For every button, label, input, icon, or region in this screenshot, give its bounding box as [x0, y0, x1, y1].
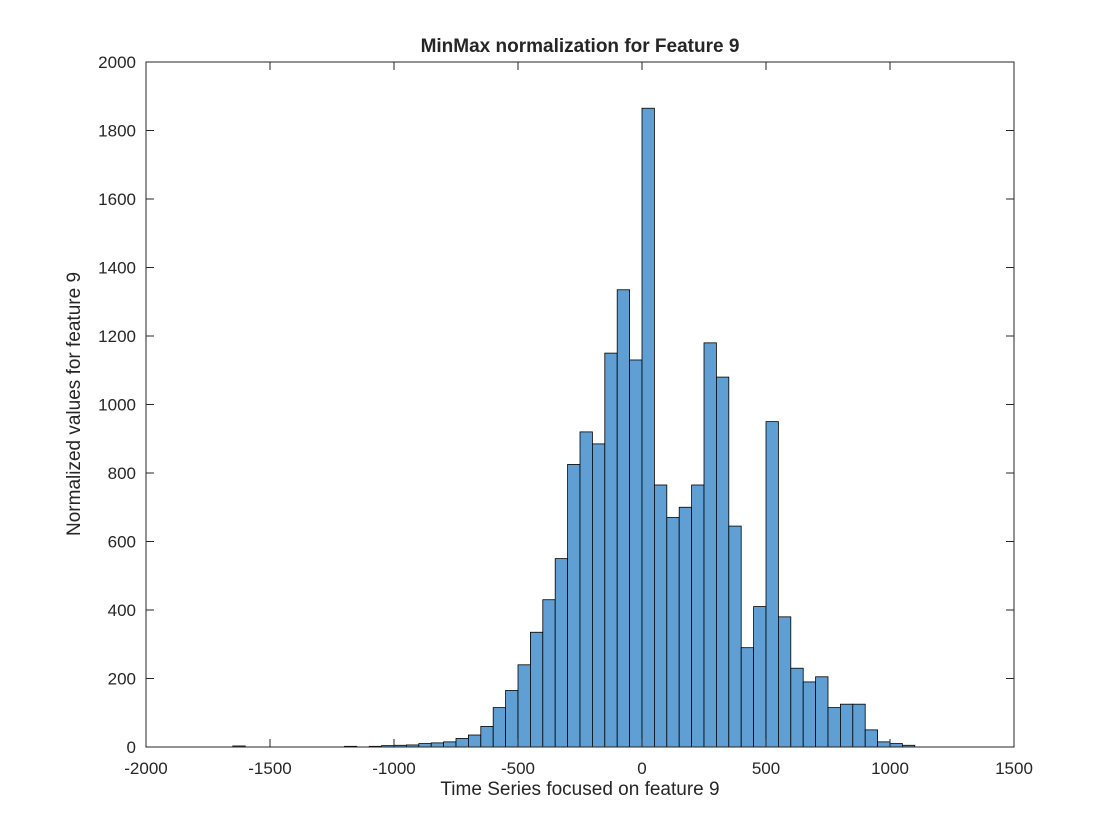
y-axis-ticks: 0 200 400 600 800 1000 1200 1400 1600 1800 2000 — [98, 53, 1014, 757]
histogram-bar-10 — [467, 734, 482, 748]
histogram-bar-13 — [505, 690, 519, 748]
y-tick-label: 1200 — [98, 327, 136, 346]
x-tick-label: -1500 — [248, 759, 291, 778]
y-tick-label: 1800 — [98, 122, 136, 141]
histogram-bar-8 — [443, 741, 457, 748]
histogram-bar-43 — [877, 741, 891, 748]
histogram-bar-19 — [579, 431, 593, 748]
histogram-bar-17 — [554, 558, 569, 748]
histogram-bar-16 — [542, 599, 556, 748]
histogram-bar-21 — [604, 352, 618, 748]
histogram-bar-44 — [889, 743, 903, 748]
histogram-bar-29 — [703, 342, 717, 748]
x-tick-label: -2000 — [124, 759, 167, 778]
y-tick-label: 2000 — [98, 53, 136, 72]
histogram-bar-31 — [728, 525, 742, 748]
histogram-bar-27 — [678, 506, 693, 748]
histogram-bar-30 — [716, 376, 730, 748]
x-tick-label: 500 — [752, 759, 780, 778]
histogram-bar-12 — [492, 707, 507, 748]
histogram-bar-41 — [852, 703, 866, 748]
histogram-bar-40 — [840, 703, 854, 748]
y-tick-label: 1600 — [98, 190, 136, 209]
histogram-bar-15 — [530, 631, 544, 748]
x-tick-label: 1000 — [871, 759, 909, 778]
y-axis-label: Normalized values for feature 9 — [64, 272, 85, 536]
x-tick-label: 1500 — [995, 759, 1033, 778]
y-tick-label: 0 — [127, 738, 136, 757]
bars-group — [232, 107, 916, 748]
histogram-bar-11 — [480, 726, 494, 748]
histogram-bar-24 — [641, 107, 655, 748]
histogram-bar-26 — [666, 517, 680, 748]
y-tick-label: 600 — [108, 533, 136, 552]
histogram-bar-36 — [790, 667, 804, 748]
x-tick-label: 0 — [637, 759, 646, 778]
histogram-bar-33 — [753, 606, 767, 748]
y-tick-label: 1000 — [98, 396, 136, 415]
y-tick-label: 200 — [108, 670, 136, 689]
y-tick-label: 1400 — [98, 259, 136, 278]
x-axis-ticks: -2000 -1500 -1000 -500 0 500 1000 1500 — [124, 62, 1033, 778]
x-axis-label: Time Series focused on feature 9 — [440, 779, 719, 800]
histogram-bar-32 — [740, 647, 755, 748]
histogram-bar-9 — [455, 738, 469, 748]
histogram-bar-7 — [430, 742, 445, 748]
y-tick-label: 400 — [108, 601, 136, 620]
histogram-bar-35 — [778, 616, 792, 748]
histogram-bar-23 — [629, 359, 643, 748]
histogram-bar-25 — [654, 484, 668, 748]
histogram-bar-14 — [517, 664, 531, 748]
histogram-bar-39 — [827, 707, 841, 748]
histogram-bar-38 — [815, 676, 829, 748]
y-tick-label: 800 — [108, 464, 136, 483]
x-tick-label: -1000 — [372, 759, 415, 778]
histogram-bar-34 — [765, 421, 779, 748]
x-tick-label: -500 — [501, 759, 535, 778]
histogram-bar-22 — [616, 289, 631, 748]
histogram-bar-28 — [691, 484, 705, 748]
chart-title: MinMax normalization for Feature 9 — [421, 36, 740, 57]
histogram-bar-42 — [864, 729, 879, 748]
histogram-bar-18 — [567, 464, 581, 748]
histogram-bar-6 — [418, 743, 432, 748]
histogram-bar-37 — [802, 681, 817, 748]
histogram-bar-20 — [592, 443, 606, 748]
